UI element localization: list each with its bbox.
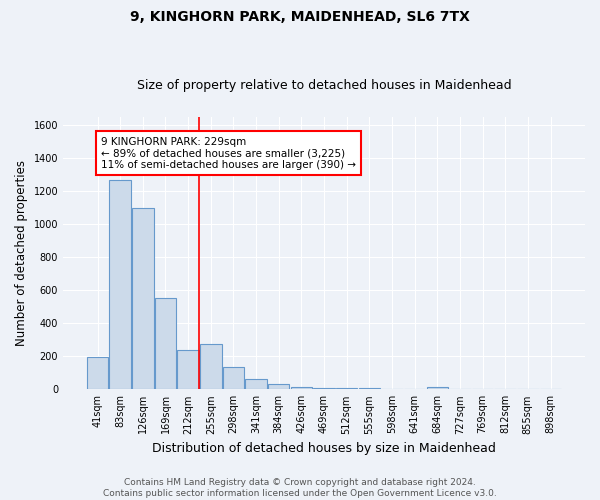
Bar <box>178 350 199 390</box>
Text: 9, KINGHORN PARK, MAIDENHEAD, SL6 7TX: 9, KINGHORN PARK, MAIDENHEAD, SL6 7TX <box>130 10 470 24</box>
Bar <box>132 208 154 390</box>
Bar <box>155 298 176 390</box>
Text: Contains HM Land Registry data © Crown copyright and database right 2024.
Contai: Contains HM Land Registry data © Crown c… <box>103 478 497 498</box>
X-axis label: Distribution of detached houses by size in Maidenhead: Distribution of detached houses by size … <box>152 442 496 455</box>
Bar <box>200 344 221 390</box>
Bar <box>313 388 335 390</box>
Bar <box>87 357 108 390</box>
Bar <box>268 384 289 390</box>
Bar <box>359 388 380 390</box>
Bar <box>223 367 244 390</box>
Bar <box>109 180 131 390</box>
Bar <box>336 388 358 390</box>
Text: 9 KINGHORN PARK: 229sqm
← 89% of detached houses are smaller (3,225)
11% of semi: 9 KINGHORN PARK: 229sqm ← 89% of detache… <box>101 136 356 170</box>
Bar <box>245 380 267 390</box>
Y-axis label: Number of detached properties: Number of detached properties <box>15 160 28 346</box>
Title: Size of property relative to detached houses in Maidenhead: Size of property relative to detached ho… <box>137 79 511 92</box>
Bar <box>290 386 312 390</box>
Bar <box>427 387 448 390</box>
